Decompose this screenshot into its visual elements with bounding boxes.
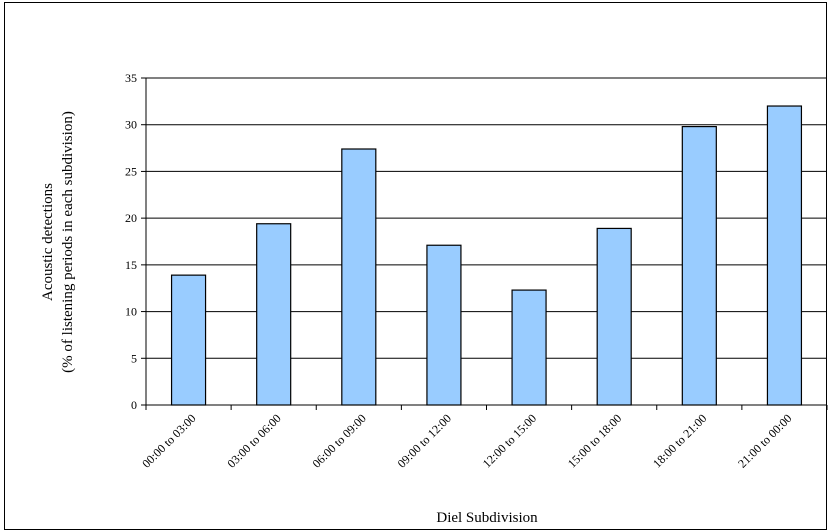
y-tick-label: 5	[131, 351, 137, 365]
x-tick-label: 21:00 to 00:00	[735, 411, 794, 470]
gridlines	[146, 77, 827, 359]
y-tick-label: 0	[131, 398, 137, 412]
y-tick-label: 35	[125, 71, 137, 85]
bar	[596, 227, 632, 406]
bar	[511, 289, 547, 406]
y-tick-label: 15	[125, 258, 137, 272]
y-tick-label: 10	[125, 305, 137, 319]
bars	[170, 105, 803, 406]
y-tick-labels: 0 5 10 15 20 25 30 35	[125, 71, 137, 412]
y-axis-title-line2: (% of listening periods in each subdivis…	[60, 111, 76, 373]
bar	[341, 148, 377, 406]
x-tick-label: 09:00 to 12:00	[395, 411, 454, 470]
y-tick-label: 20	[125, 211, 137, 225]
x-tick-label: 15:00 to 18:00	[565, 411, 624, 470]
x-tick-labels: 00:00 to 03:00 03:00 to 06:00 06:00 to 09:…	[139, 411, 794, 470]
axes	[141, 77, 828, 410]
bar	[426, 244, 462, 406]
y-tick-label: 30	[125, 118, 137, 132]
x-tick-label: 18:00 to 21:00	[650, 411, 709, 470]
bar	[681, 125, 717, 406]
x-tick-label: 03:00 to 06:00	[224, 411, 283, 470]
y-axis-title-line1: Acoustic detections	[40, 183, 56, 301]
x-tick-label: 12:00 to 15:00	[480, 411, 539, 470]
bar	[170, 274, 207, 406]
bar	[766, 105, 803, 406]
y-tick-label: 25	[125, 164, 137, 178]
x-tick-label: 00:00 to 03:00	[139, 411, 198, 470]
x-axis-title: Diel Subdivision	[436, 510, 538, 526]
bar	[256, 223, 292, 406]
x-tick-label: 06:00 to 09:00	[310, 411, 369, 470]
